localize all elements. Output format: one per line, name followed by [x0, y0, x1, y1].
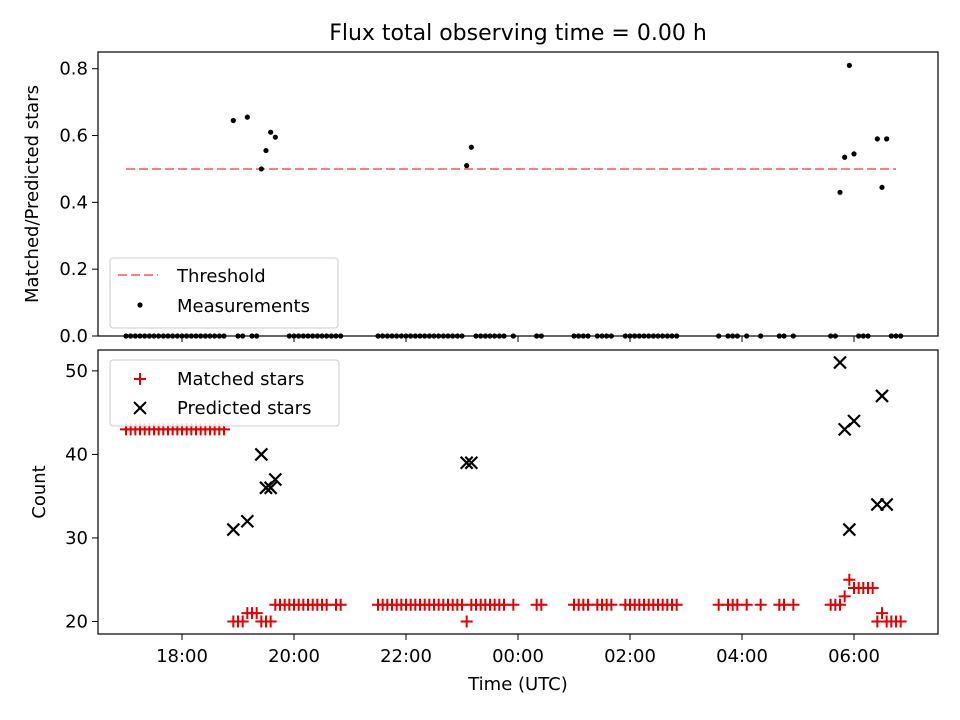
measurement-point	[851, 151, 857, 157]
matched-star-point	[754, 598, 767, 611]
predicted-star-point	[254, 447, 269, 462]
threshold-legend-label: Threshold	[176, 266, 266, 287]
measurement-point	[879, 184, 885, 190]
matched-star-point	[250, 607, 263, 620]
matched-star-point	[843, 573, 856, 586]
x-axis-label: Time (UTC)	[467, 674, 568, 695]
predicted-star-point	[464, 455, 479, 470]
top-panel: 0.00.20.40.60.8 Matched/Predicted stars …	[22, 51, 939, 347]
top-legend-box	[109, 257, 339, 329]
top-y-tick-label: 0.2	[59, 259, 88, 280]
measurement-point	[230, 117, 236, 124]
top-y-tick-label: 0.8	[59, 59, 88, 80]
predicted-star-point	[833, 355, 847, 370]
top-y-axis-label: Matched/Predicted stars	[22, 85, 43, 303]
measurements-legend-marker	[137, 302, 143, 308]
bottom-y-tick-label: 30	[65, 528, 88, 549]
predicted-star-point	[879, 497, 894, 512]
predicted-star-point	[842, 522, 857, 537]
matched-star-point	[838, 590, 851, 603]
measurement-point	[884, 136, 890, 142]
matched-star-point	[740, 598, 753, 611]
bottom-y-axis-label: Count	[29, 465, 50, 518]
bottom-legend-box	[109, 359, 340, 427]
measurement-point	[268, 129, 274, 135]
measurement-point	[258, 166, 264, 172]
predicted-star-point	[226, 522, 241, 537]
matched-star-point	[787, 598, 800, 611]
measurement-point	[263, 147, 269, 154]
matched-star-point	[460, 615, 473, 628]
measurement-point	[272, 134, 278, 140]
bottom-panel: 20 30 40 50 18:00 20:00 22:00 00:00 02:00 04:00 06…	[29, 349, 939, 695]
predicted-legend-label: Predicted stars	[177, 398, 311, 419]
measurement-point	[464, 163, 470, 169]
x-tick-label: 02:00	[604, 646, 656, 667]
measurements-legend-label: Measurements	[177, 296, 310, 317]
matched-star-point	[334, 598, 347, 611]
x-tick-label: 06:00	[828, 646, 880, 667]
top-legend: Threshold Measurements	[109, 257, 339, 329]
bottom-ticks: 20 30 40 50 18:00 20:00 22:00 00:00 02:00 04:00 06…	[65, 361, 880, 667]
matched-star-point	[535, 598, 548, 611]
top-y-tick-label: 0.6	[59, 126, 88, 147]
x-tick-label: 04:00	[716, 646, 768, 667]
matched-star-point	[834, 598, 846, 611]
matched-legend-marker	[134, 373, 146, 385]
x-tick-label: 22:00	[380, 646, 432, 667]
bottom-y-tick-label: 40	[65, 444, 88, 465]
matched-star-point	[264, 615, 277, 628]
predicted-star-point	[263, 481, 278, 495]
top-y-tick-label: 0.0	[59, 326, 88, 347]
measurement-point	[846, 62, 852, 68]
measurement-point	[874, 136, 880, 142]
predicted-star-point	[847, 414, 861, 428]
matched-legend-label: Matched stars	[177, 369, 304, 390]
x-tick-label: 20:00	[268, 646, 320, 667]
measurement-point	[837, 189, 843, 195]
matched-star-point	[866, 582, 879, 595]
predicted-star-point	[875, 389, 889, 403]
matched-star-point	[605, 598, 618, 611]
predicted-legend-marker	[133, 401, 147, 415]
bottom-y-tick-label: 50	[65, 361, 88, 382]
measurement-point	[244, 114, 250, 120]
measurement-point	[468, 144, 474, 150]
bottom-y-tick-label: 20	[65, 611, 88, 632]
bottom-legend: Matched stars Predicted stars	[109, 359, 340, 427]
matched-star-point	[894, 615, 907, 628]
predicted-star-point	[268, 472, 283, 487]
predicted-star-point	[459, 455, 474, 470]
x-tick-label: 00:00	[492, 646, 544, 667]
x-tick-label: 18:00	[156, 646, 208, 667]
matched-star-point	[507, 598, 520, 611]
predicted-star-point	[240, 514, 255, 529]
matched-star-point	[876, 607, 888, 620]
top-ticks: 0.0 0.2 0.4 0.6 0.8	[59, 59, 855, 347]
matched-star-point	[236, 615, 249, 628]
matched-star-point	[670, 598, 683, 611]
measurement-point	[842, 154, 848, 160]
chart-title: Flux total observing time = 0.00 h	[329, 21, 707, 46]
top-y-tick-label: 0.4	[59, 192, 88, 213]
